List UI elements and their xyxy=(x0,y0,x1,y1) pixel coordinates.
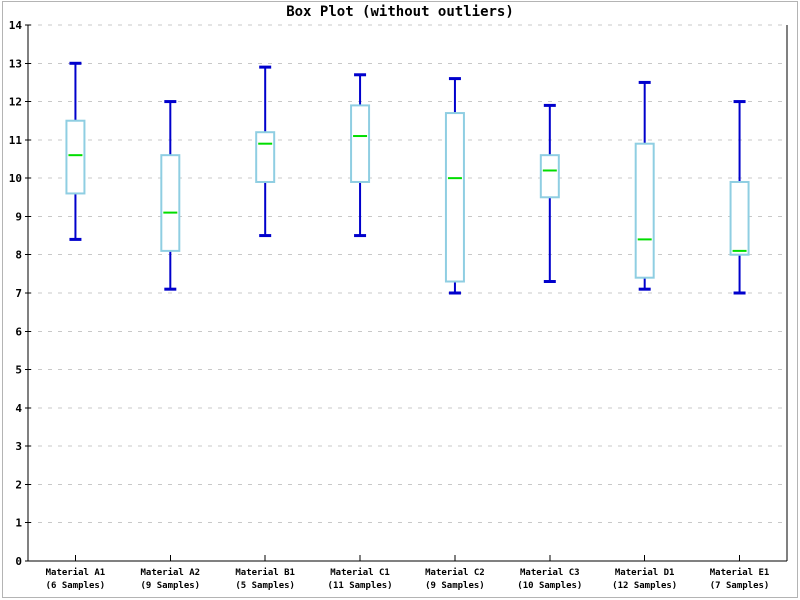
category-label: Material C2 xyxy=(425,567,485,578)
iqr-box xyxy=(255,131,276,183)
box-group-material-c2: Material C2 (9 Samples) xyxy=(425,77,485,591)
y-tick-label: 11 xyxy=(9,134,23,147)
box-group-material-b1: Material B1 (5 Samples) xyxy=(235,65,295,591)
category-label: Material C3 xyxy=(520,567,580,578)
sample-count-label: (12 Samples) xyxy=(612,581,677,591)
box-group-material-a2: Material A2 (9 Samples) xyxy=(141,100,201,591)
category-label: Material B1 xyxy=(235,567,295,578)
y-tick-label: 5 xyxy=(15,364,22,377)
iqr-box xyxy=(65,119,86,195)
y-tick-label: 7 xyxy=(15,287,22,300)
sample-count-label: (11 Samples) xyxy=(328,581,393,591)
iqr-box xyxy=(539,154,560,199)
y-tick-label: 3 xyxy=(15,440,22,453)
category-label: Material A1 xyxy=(46,567,106,578)
iqr-box xyxy=(729,180,750,256)
y-tick-label: 6 xyxy=(15,325,22,338)
y-tick-label: 14 xyxy=(9,19,23,32)
category-label: Material A2 xyxy=(141,567,201,578)
box-group-material-e1: Material E1 (7 Samples) xyxy=(710,100,770,591)
sample-count-label: (5 Samples) xyxy=(235,581,295,591)
sample-count-label: (9 Samples) xyxy=(141,581,201,591)
category-label: Material E1 xyxy=(710,567,770,578)
iqr-box xyxy=(634,142,655,279)
sample-count-label: (7 Samples) xyxy=(710,581,770,591)
y-tick-label: 0 xyxy=(15,555,22,568)
y-tick-label: 8 xyxy=(15,249,22,262)
chart-title: Box Plot (without outliers) xyxy=(286,4,514,20)
iqr-box xyxy=(444,112,465,283)
category-label: Material C1 xyxy=(330,567,390,578)
box-group-material-d1: Material D1 (12 Samples) xyxy=(612,80,677,591)
iqr-box xyxy=(350,104,371,183)
category-label: Material D1 xyxy=(615,567,675,578)
y-tick-label: 9 xyxy=(15,210,22,223)
box-group-material-c1: Material C1 (11 Samples) xyxy=(328,73,393,591)
y-tick-label: 10 xyxy=(9,172,22,185)
sample-count-label: (9 Samples) xyxy=(425,581,485,591)
box-group-material-a1: Material A1 (6 Samples) xyxy=(46,61,106,591)
y-tick-label: 13 xyxy=(9,57,22,70)
y-tick-label: 12 xyxy=(9,96,22,109)
iqr-box xyxy=(160,154,181,252)
sample-count-label: (10 Samples) xyxy=(517,581,582,591)
sample-count-label: (6 Samples) xyxy=(46,581,106,591)
box-group-material-c3: Material C3 (10 Samples) xyxy=(517,103,582,591)
y-tick-label: 4 xyxy=(15,402,22,415)
y-tick-label: 1 xyxy=(15,517,22,530)
y-tick-label: 2 xyxy=(15,478,22,491)
